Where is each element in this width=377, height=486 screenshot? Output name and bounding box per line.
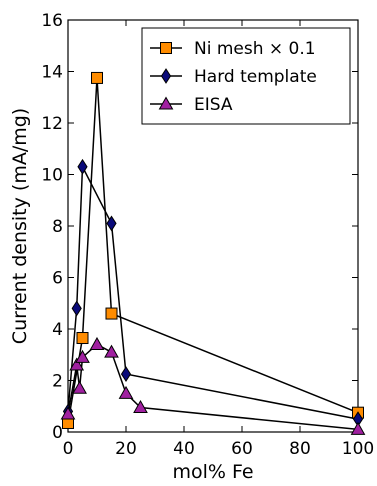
series-1-point-1: [71, 300, 82, 317]
series-0: [62, 71, 364, 429]
series-layer: [60, 71, 366, 435]
series-1: [62, 158, 364, 428]
axes: 0 20 40 60 80 100 0 2 4 6 8 10 12 14 16 mol% Fe Current …: [9, 11, 374, 483]
legend-label-0: Ni mesh × 0.1: [194, 39, 316, 59]
x-tick-label-100: 100: [342, 439, 374, 459]
series-2: [60, 336, 366, 435]
series-1-point-3: [106, 215, 117, 232]
legend-marker-2: [158, 96, 174, 110]
y-tick-label-4: 4: [52, 320, 63, 340]
series-0-point-3: [105, 307, 118, 320]
legend-marker-0: [160, 42, 172, 54]
series-2-point-3: [75, 349, 90, 363]
plot-frame: [67, 19, 359, 433]
series-2-point-2: [72, 380, 87, 394]
x-tick-label-40: 40: [173, 439, 195, 459]
series-2-point-0: [60, 406, 76, 420]
series-2-point-4: [89, 336, 105, 350]
y-tick-label-16: 16: [41, 11, 63, 31]
series-1-point-4: [120, 366, 132, 382]
series-0-point-1: [76, 332, 89, 345]
x-tick-label-0: 0: [63, 439, 74, 459]
legend-entry-0: Ni mesh × 0.1: [150, 39, 316, 59]
series-2-point-7: [133, 400, 148, 414]
series-2-point-8: [350, 421, 366, 435]
series-0-point-2: [91, 71, 103, 84]
legend-entry-1: Hard template: [150, 67, 317, 87]
y-tick-label-8: 8: [52, 217, 63, 237]
x-tick-label-80: 80: [289, 439, 311, 459]
y-tick-label-12: 12: [41, 114, 63, 134]
series-1-point-2: [77, 158, 88, 175]
series-2-point-5: [104, 344, 119, 358]
series-2-point-1: [69, 357, 85, 371]
y-tick-label-0: 0: [52, 423, 63, 443]
y-axis-label: Current density (mA/mg): [9, 108, 31, 344]
legend: Ni mesh × 0.1 Hard template EISA: [141, 27, 351, 125]
x-tick-label-60: 60: [231, 439, 253, 459]
legend-label-2: EISA: [194, 95, 233, 115]
y-tick-label-14: 14: [41, 63, 63, 83]
legend-label-1: Hard template: [194, 67, 317, 87]
y-tick-label-10: 10: [41, 166, 63, 186]
y-tick-label-6: 6: [52, 269, 63, 289]
x-tick-label-20: 20: [115, 439, 137, 459]
y-tick-label-2: 2: [52, 372, 63, 392]
x-axis-label: mol% Fe: [172, 461, 253, 483]
series-1-line: [67, 163, 359, 420]
series-0-line: [67, 77, 359, 424]
legend-marker-1: [160, 68, 172, 84]
legend-entry-2: EISA: [150, 95, 233, 115]
series-2-point-6: [118, 385, 134, 399]
